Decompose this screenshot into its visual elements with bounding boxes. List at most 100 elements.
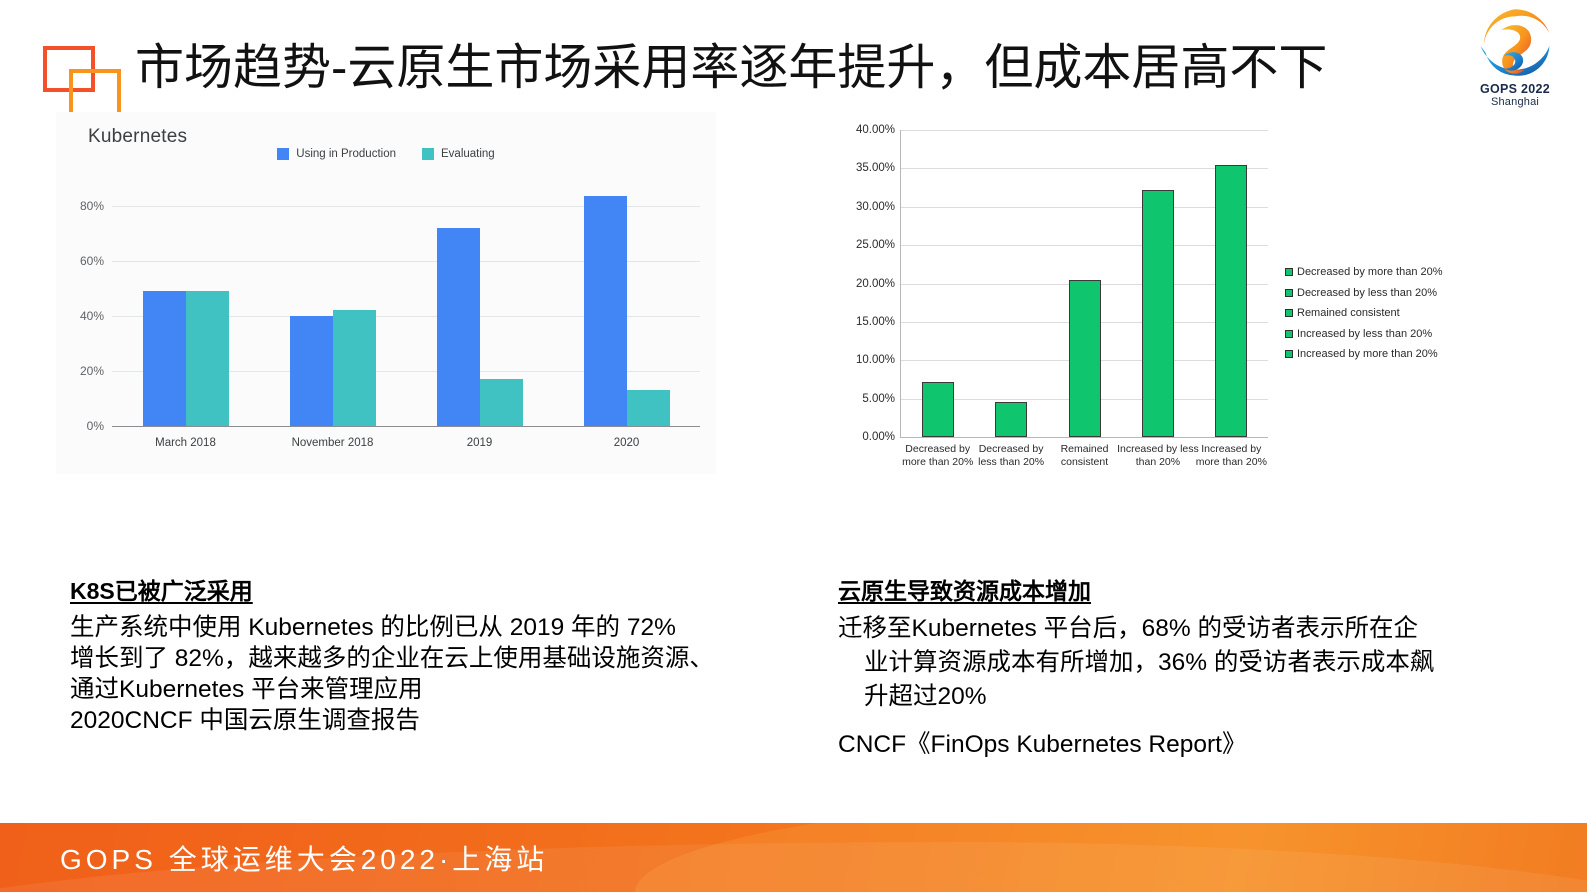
chart-plot-area-right: 0.00% 5.00% 10.00% 15.00% 20.00% 25.00% 30.00%… xyxy=(856,124,1268,468)
gridline xyxy=(901,245,1268,247)
legend-swatch-icon xyxy=(1285,268,1293,276)
y-axis-tick-label: 5.00% xyxy=(862,392,895,405)
x-axis-tick-line: than 20% xyxy=(1135,455,1181,468)
gops-brand-logo: GOPS 2022 Shanghai xyxy=(1461,6,1569,108)
bar xyxy=(921,381,954,437)
bar xyxy=(995,401,1028,437)
legend-swatch-icon xyxy=(422,148,434,160)
chart-gridlines-left: 0% 20% 40% 60% 80% xyxy=(80,178,700,433)
bar xyxy=(185,290,229,426)
right-block-source: CNCF《FinOps Kubernetes Report》 xyxy=(838,731,1247,758)
legend-swatch-icon xyxy=(1285,329,1293,338)
chart-legend-right: Decreased by more than 20% Decreased by l… xyxy=(1285,266,1443,360)
footer-text: GOPS 全球运维大会2022·上海站 xyxy=(60,843,549,875)
y-axis-tick-label: 30.00% xyxy=(855,200,895,213)
y-axis-tick-label: 10.00% xyxy=(855,354,895,367)
left-body-line-3: 通过Kubernetes 平台来管理应用 xyxy=(70,676,423,703)
chart-gridlines-right: 0.00% 5.00% 10.00% 15.00% 20.00% 25.00% 30.00%… xyxy=(856,124,1268,443)
legend-label: Increased by less than 20% xyxy=(1297,327,1433,340)
gridline xyxy=(901,206,1268,208)
x-axis-tick-label: Increased by more than 20% xyxy=(1185,443,1278,468)
legend-swatch-icon xyxy=(1285,309,1293,317)
legend-label: Increased by more than 20% xyxy=(1297,348,1438,360)
right-body-line-1: 迁移至Kubernetes 平台后，68% 的受访者表示所在企 xyxy=(838,615,1418,642)
bar-group: Increased by less than 20% xyxy=(1117,130,1199,468)
x-axis-tick-line: Increased by xyxy=(1201,443,1262,455)
x-axis-tick-line: consistent xyxy=(1060,455,1109,468)
gridline xyxy=(901,130,1268,131)
chart-bar-groups-left: March 2018 November 2018 2019 2020 xyxy=(112,178,700,449)
bar xyxy=(289,315,333,426)
legend-label: Evaluating xyxy=(441,148,495,160)
right-block-body: 迁移至Kubernetes 平台后，68% 的受访者表示所在企 业计算资源成本有… xyxy=(838,612,1538,714)
legend-item-2: Remained consistent xyxy=(1285,307,1443,319)
x-axis-tick-label: Decreased by more than 20% xyxy=(891,443,984,468)
y-axis-tick-label: 20% xyxy=(79,363,104,378)
chart-bars-right: Decreased by more than 20% Decreased by les… xyxy=(901,130,1268,468)
x-axis-tick-line: more than 20% xyxy=(902,455,974,468)
right-body-line-2: 业计算资源成本有所增加，36% 的受访者表示成本飙 xyxy=(864,649,1435,676)
left-block-body: 生产系统中使用 Kubernetes 的比例已从 2019 年的 72% 增长到… xyxy=(70,612,790,736)
x-axis-tick-line: Remained xyxy=(1060,443,1109,455)
legend-item-1: Evaluating xyxy=(422,148,495,160)
y-axis-tick-label: 40.00% xyxy=(855,124,895,136)
page-title: 市场趋势-云原生市场采用率逐年提升，但成本居高不下 xyxy=(135,41,1328,95)
bar xyxy=(1068,280,1101,437)
bar-group: Remained consistent xyxy=(1048,130,1121,468)
bar xyxy=(1141,189,1174,437)
legend-item-0: Using in Production xyxy=(277,148,396,160)
x-axis-tick-label: Remained consistent xyxy=(1038,443,1131,468)
gridline xyxy=(901,168,1268,170)
bar xyxy=(142,290,186,426)
bar xyxy=(479,379,523,426)
y-axis-tick-label: 80% xyxy=(79,198,104,213)
bar xyxy=(1215,164,1248,437)
bar-group: November 2018 xyxy=(259,178,406,449)
overlapping-squares-icon xyxy=(41,44,137,116)
x-axis-tick-line: more than 20% xyxy=(1195,455,1267,468)
gridline xyxy=(112,315,700,317)
legend-item-1: Decreased by less than 20% xyxy=(1285,287,1443,299)
legend-label: Decreased by less than 20% xyxy=(1297,286,1438,299)
y-axis-tick-label: 20.00% xyxy=(855,277,895,290)
bar-group: 2019 xyxy=(406,178,553,449)
bar xyxy=(583,195,627,426)
bar xyxy=(626,390,670,426)
chart-legend-left: Using in Production Evaluating xyxy=(56,148,716,160)
x-axis-tick-line: Decreased by xyxy=(978,443,1044,455)
kubernetes-adoption-chart: Kubernetes Using in Production Evaluating… xyxy=(56,112,716,474)
y-axis-tick-label: 60% xyxy=(79,253,104,268)
cost-change-chart: 0.00% 5.00% 10.00% 15.00% 20.00% 25.00% 30.00%… xyxy=(830,118,1490,488)
y-axis-tick-label: 0% xyxy=(86,419,104,433)
left-body-line-2: 增长到了 82%，越来越多的企业在云上使用基础设施资源、 xyxy=(70,645,714,672)
x-axis-tick-label: March 2018 xyxy=(155,437,216,449)
y-axis-tick-label: 35.00% xyxy=(855,162,895,175)
bar-group: 2020 xyxy=(553,178,700,449)
legend-swatch-icon xyxy=(277,148,290,160)
bar-group: Decreased by less than 20% xyxy=(974,130,1047,468)
right-text-block: 云原生导致资源成本增加 迁移至Kubernetes 平台后，68% 的受访者表示… xyxy=(838,572,1538,762)
bar-group: Decreased by more than 20% xyxy=(901,130,974,468)
x-axis-tick-line: less than 20% xyxy=(978,455,1045,468)
legend-item-4: Increased by more than 20% xyxy=(1285,348,1443,360)
chart-title-kubernetes: Kubernetes xyxy=(88,126,188,147)
legend-item-0: Decreased by more than 20% xyxy=(1285,266,1443,278)
y-axis-tick-label: 0.00% xyxy=(862,431,895,443)
gops-swirl-icon xyxy=(1475,6,1555,86)
x-axis-tick-label: November 2018 xyxy=(291,437,374,449)
bar-group: March 2018 xyxy=(112,178,259,449)
y-axis-tick-label: 25.00% xyxy=(855,239,895,252)
legend-item-3: Increased by less than 20% xyxy=(1285,328,1443,340)
x-axis-tick-label: Increased by less than 20% xyxy=(1111,443,1204,468)
right-body-line-3: 升超过20% xyxy=(864,683,987,710)
bar xyxy=(332,310,376,426)
left-block-source: 2020CNCF 中国云原生调查报告 xyxy=(70,707,420,734)
gridline xyxy=(112,370,700,372)
left-block-heading: K8S已被广泛采用 xyxy=(70,578,253,604)
left-body-line-1: 生产系统中使用 Kubernetes 的比例已从 2019 年的 72% xyxy=(70,614,676,641)
right-block-heading: 云原生导致资源成本增加 xyxy=(838,578,1091,604)
chart-plot-area-left: 0% 20% 40% 60% 80% March 2018 November 2018 20… xyxy=(80,178,700,449)
footer-wave-light xyxy=(634,823,1587,892)
legend-label: Remained consistent xyxy=(1297,307,1400,319)
